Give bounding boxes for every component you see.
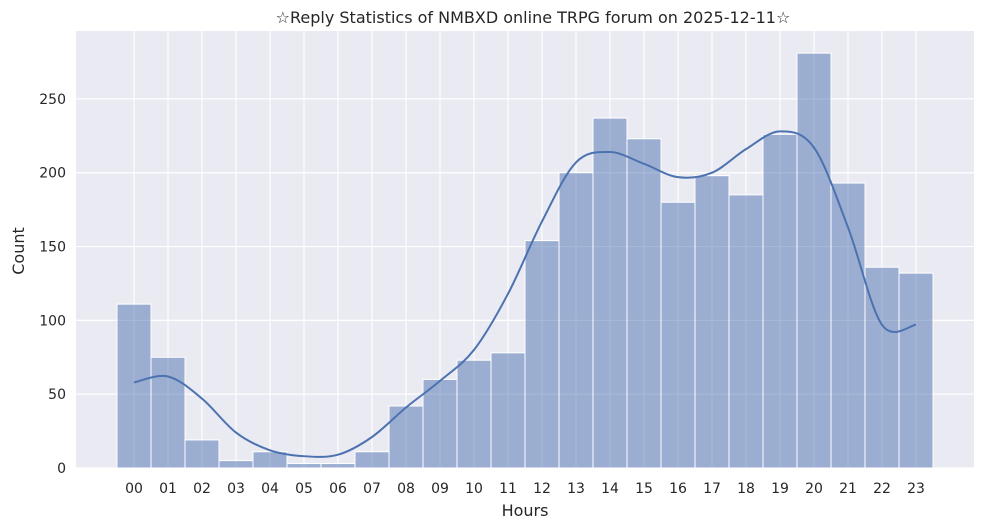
x-tick-label: 05 xyxy=(295,481,313,497)
x-tick-labels: 00 01 02 03 04 05 06 07 08 09 10 11 12 13 14 15 16 17 18 19… xyxy=(125,481,925,497)
kde-curve xyxy=(133,130,917,458)
bar-hour-07 xyxy=(354,451,390,469)
bar-hour-20 xyxy=(796,52,832,469)
x-tick-label: 17 xyxy=(703,481,721,497)
bar-hour-11 xyxy=(490,352,526,469)
x-tick-label: 09 xyxy=(431,481,449,497)
bar-hour-19 xyxy=(762,133,798,469)
bar-hour-09 xyxy=(422,378,458,469)
chart-title: ☆Reply Statistics of NMBXD online TRPG f… xyxy=(276,8,791,27)
bar-hour-16 xyxy=(660,201,696,469)
x-tick-label: 00 xyxy=(125,481,143,497)
x-tick-label: 02 xyxy=(193,481,211,497)
bar-hour-13 xyxy=(558,172,594,469)
bar-hour-18 xyxy=(728,194,764,469)
bar-hour-23 xyxy=(898,272,934,469)
x-tick-label: 06 xyxy=(329,481,347,497)
x-tick-label: 10 xyxy=(465,481,483,497)
x-tick-label: 22 xyxy=(873,481,891,497)
bar-hour-04 xyxy=(252,451,288,469)
x-tick-label: 07 xyxy=(363,481,381,497)
x-tick-label: 12 xyxy=(533,481,551,497)
x-tick-label: 11 xyxy=(499,481,517,497)
x-tick-label: 18 xyxy=(737,481,755,497)
bar-hour-02 xyxy=(184,439,220,469)
bar-hour-06 xyxy=(320,463,356,469)
y-tick-label: 50 xyxy=(48,387,66,403)
bar-hour-12 xyxy=(524,240,560,469)
y-tick-label: 250 xyxy=(39,92,66,108)
y-tick-label: 100 xyxy=(39,313,66,329)
x-tick-label: 04 xyxy=(261,481,279,497)
bar-hour-05 xyxy=(286,463,322,469)
x-tick-label: 14 xyxy=(601,481,619,497)
bar-hour-21 xyxy=(830,182,866,469)
bars xyxy=(116,52,934,469)
x-tick-label: 15 xyxy=(635,481,653,497)
x-tick-label: 08 xyxy=(397,481,415,497)
y-tick-label: 150 xyxy=(39,240,66,256)
bar-hour-03 xyxy=(218,460,254,469)
x-tick-label: 13 xyxy=(567,481,585,497)
x-tick-label: 23 xyxy=(907,481,925,497)
bar-hour-00 xyxy=(116,303,152,469)
bar-hour-10 xyxy=(456,359,492,469)
bar-hour-15 xyxy=(626,138,662,469)
y-tick-label: 200 xyxy=(39,166,66,182)
x-tick-label: 16 xyxy=(669,481,687,497)
x-tick-label: 03 xyxy=(227,481,245,497)
y-tick-labels: 0 50 100 150 200 250 xyxy=(39,92,66,477)
y-tick-label: 0 xyxy=(57,461,66,477)
x-tick-label: 19 xyxy=(771,481,789,497)
x-tick-label: 21 xyxy=(839,481,857,497)
bar-hour-14 xyxy=(592,117,628,469)
bar-hour-01 xyxy=(150,356,186,469)
x-axis-title: Hours xyxy=(502,501,549,520)
y-axis-title: Count xyxy=(9,227,28,275)
x-tick-label: 01 xyxy=(159,481,177,497)
bar-hour-08 xyxy=(388,405,424,469)
x-tick-label: 20 xyxy=(805,481,823,497)
bar-hour-17 xyxy=(694,175,730,469)
